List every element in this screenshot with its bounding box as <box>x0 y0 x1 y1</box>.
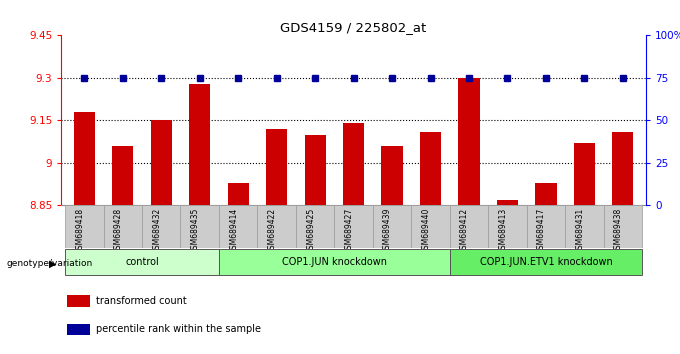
Bar <box>189 84 210 205</box>
Bar <box>266 129 287 205</box>
Bar <box>458 78 479 205</box>
FancyBboxPatch shape <box>373 205 411 248</box>
Text: GSM689417: GSM689417 <box>537 207 546 254</box>
Bar <box>305 135 326 205</box>
FancyBboxPatch shape <box>488 205 527 248</box>
Text: COP1.JUN knockdown: COP1.JUN knockdown <box>282 257 387 267</box>
Text: GSM689435: GSM689435 <box>190 207 200 254</box>
Text: GSM689432: GSM689432 <box>152 207 161 254</box>
FancyBboxPatch shape <box>65 249 219 275</box>
Bar <box>151 120 172 205</box>
Bar <box>535 183 556 205</box>
Text: GSM689413: GSM689413 <box>498 207 507 254</box>
Text: GSM689439: GSM689439 <box>383 207 392 254</box>
Text: transformed count: transformed count <box>97 296 187 306</box>
Text: GSM689427: GSM689427 <box>345 207 354 254</box>
FancyBboxPatch shape <box>449 249 642 275</box>
Bar <box>112 146 133 205</box>
Bar <box>381 146 403 205</box>
Title: GDS4159 / 225802_at: GDS4159 / 225802_at <box>280 21 427 34</box>
FancyBboxPatch shape <box>527 205 565 248</box>
FancyBboxPatch shape <box>411 205 449 248</box>
Bar <box>420 132 441 205</box>
Bar <box>228 183 249 205</box>
FancyBboxPatch shape <box>258 205 296 248</box>
Text: GSM689440: GSM689440 <box>422 207 430 254</box>
FancyBboxPatch shape <box>180 205 219 248</box>
Text: GSM689428: GSM689428 <box>114 207 123 253</box>
Bar <box>497 200 518 205</box>
Text: ▶: ▶ <box>49 259 56 269</box>
Bar <box>343 123 364 205</box>
Bar <box>67 295 90 307</box>
Text: GSM689438: GSM689438 <box>614 207 623 254</box>
Text: GSM689412: GSM689412 <box>460 207 469 253</box>
FancyBboxPatch shape <box>565 205 604 248</box>
FancyBboxPatch shape <box>219 249 449 275</box>
Bar <box>612 132 634 205</box>
FancyBboxPatch shape <box>142 205 180 248</box>
Text: GSM689422: GSM689422 <box>268 207 277 253</box>
FancyBboxPatch shape <box>449 205 488 248</box>
Bar <box>67 324 90 335</box>
Text: percentile rank within the sample: percentile rank within the sample <box>97 324 261 334</box>
Text: GSM689431: GSM689431 <box>575 207 584 254</box>
FancyBboxPatch shape <box>604 205 642 248</box>
Bar <box>73 112 95 205</box>
FancyBboxPatch shape <box>296 205 335 248</box>
FancyBboxPatch shape <box>65 205 103 248</box>
Text: genotype/variation: genotype/variation <box>7 259 93 268</box>
FancyBboxPatch shape <box>103 205 142 248</box>
FancyBboxPatch shape <box>335 205 373 248</box>
Text: GSM689425: GSM689425 <box>306 207 315 254</box>
Bar <box>574 143 595 205</box>
Text: control: control <box>125 257 159 267</box>
FancyBboxPatch shape <box>219 205 258 248</box>
Text: GSM689414: GSM689414 <box>229 207 238 254</box>
Text: COP1.JUN.ETV1 knockdown: COP1.JUN.ETV1 knockdown <box>479 257 613 267</box>
Text: GSM689418: GSM689418 <box>75 207 84 253</box>
